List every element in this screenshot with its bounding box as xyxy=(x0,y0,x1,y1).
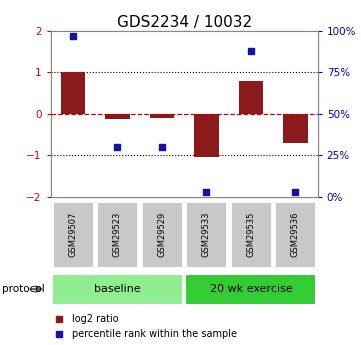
Bar xyxy=(96,201,138,268)
Text: percentile rank within the sample: percentile rank within the sample xyxy=(72,329,237,339)
Title: GDS2234 / 10032: GDS2234 / 10032 xyxy=(117,15,252,30)
Text: GSM29529: GSM29529 xyxy=(157,212,166,257)
Bar xyxy=(186,201,227,268)
Point xyxy=(204,189,209,195)
Bar xyxy=(230,201,272,268)
Point xyxy=(70,33,76,39)
Point xyxy=(292,189,298,195)
Bar xyxy=(283,114,308,143)
Text: 20 wk exercise: 20 wk exercise xyxy=(209,284,292,294)
Point xyxy=(159,144,165,150)
Text: log2 ratio: log2 ratio xyxy=(72,314,118,324)
Bar xyxy=(52,274,183,305)
Point xyxy=(56,316,61,322)
Bar xyxy=(239,81,263,114)
Text: baseline: baseline xyxy=(94,284,141,294)
Text: GSM29507: GSM29507 xyxy=(68,212,77,257)
Bar xyxy=(274,201,316,268)
Bar xyxy=(52,201,94,268)
Point xyxy=(248,48,254,54)
Text: GSM29536: GSM29536 xyxy=(291,212,300,257)
Text: GSM29533: GSM29533 xyxy=(202,212,211,257)
Bar xyxy=(149,114,174,118)
Bar xyxy=(194,114,219,157)
Bar xyxy=(105,114,130,119)
Point xyxy=(56,331,61,337)
Bar xyxy=(186,274,316,305)
Bar xyxy=(141,201,183,268)
Bar xyxy=(61,72,85,114)
Text: protocol: protocol xyxy=(2,284,44,294)
Text: GSM29523: GSM29523 xyxy=(113,212,122,257)
Text: GSM29535: GSM29535 xyxy=(247,212,255,257)
Point xyxy=(114,144,120,150)
